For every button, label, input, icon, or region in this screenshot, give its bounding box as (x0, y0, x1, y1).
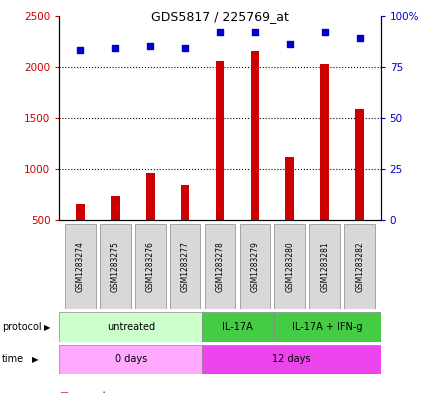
Bar (170, 224, 201, 309)
Text: untreated: untreated (107, 322, 155, 332)
Text: GSM1283274: GSM1283274 (76, 241, 85, 292)
Bar (216, 61, 224, 220)
Text: protocol: protocol (2, 322, 42, 332)
Text: ▶: ▶ (32, 355, 38, 364)
Text: GSM1283279: GSM1283279 (250, 241, 260, 292)
Text: GSM1283275: GSM1283275 (111, 241, 120, 292)
Point (286, 41, 293, 48)
Point (77, 47, 84, 53)
Bar (76, 204, 85, 220)
Point (216, 29, 224, 35)
Text: GSM1283282: GSM1283282 (355, 241, 364, 292)
Bar (135, 224, 165, 309)
Text: GSM1283280: GSM1283280 (285, 241, 294, 292)
Bar (250, 51, 259, 220)
Text: GDS5817 / 225769_at: GDS5817 / 225769_at (151, 10, 289, 23)
Bar (181, 185, 190, 220)
Bar (320, 64, 329, 220)
Text: time: time (2, 354, 24, 364)
Bar (65, 224, 96, 309)
Bar (205, 224, 235, 309)
Bar (275, 224, 305, 309)
Text: GSM1283277: GSM1283277 (180, 241, 190, 292)
Text: IL-17A: IL-17A (223, 322, 253, 332)
Bar (286, 157, 294, 220)
Text: GSM1283281: GSM1283281 (320, 241, 329, 292)
Bar (355, 109, 364, 220)
Point (356, 35, 363, 41)
Point (321, 29, 328, 35)
Point (251, 29, 258, 35)
Bar (59, 312, 202, 342)
Text: ▶: ▶ (44, 323, 51, 332)
Bar (202, 312, 274, 342)
Bar (344, 224, 375, 309)
Bar (239, 224, 270, 309)
Text: IL-17A + IFN-g: IL-17A + IFN-g (292, 322, 362, 332)
Point (112, 45, 119, 51)
Bar (146, 173, 154, 220)
Bar (274, 312, 381, 342)
Point (182, 45, 189, 51)
Text: ■: ■ (59, 391, 69, 393)
Text: GSM1283278: GSM1283278 (216, 241, 224, 292)
Text: 12 days: 12 days (272, 354, 311, 364)
Bar (59, 345, 202, 374)
Bar (309, 224, 340, 309)
Point (147, 43, 154, 50)
Bar (111, 196, 120, 220)
Bar (202, 345, 381, 374)
Text: count: count (79, 391, 107, 393)
Text: 0 days: 0 days (115, 354, 147, 364)
Text: GSM1283276: GSM1283276 (146, 241, 155, 292)
Bar (100, 224, 131, 309)
